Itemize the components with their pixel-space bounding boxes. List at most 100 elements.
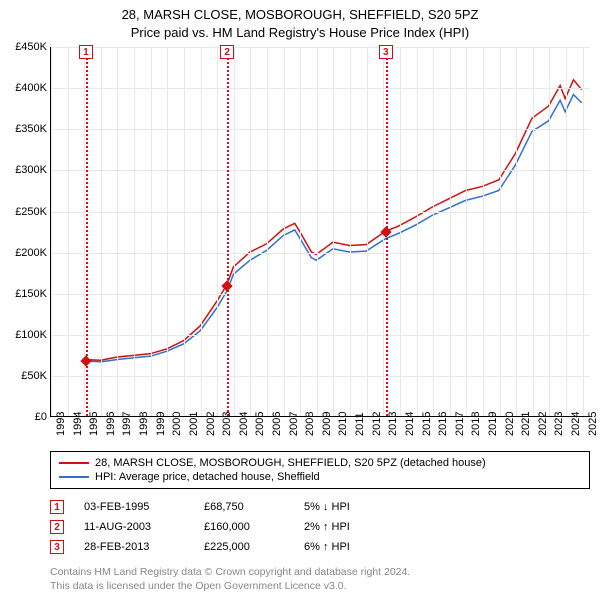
grid-line-h [51, 170, 590, 171]
x-axis-label: 1997 [121, 412, 133, 436]
legend: 28, MARSH CLOSE, MOSBOROUGH, SHEFFIELD, … [50, 451, 590, 489]
grid-line-v [483, 47, 484, 416]
x-axis-label: 1996 [105, 412, 117, 436]
sales-row-2: 2 11-AUG-2003 £160,000 2% ↑ HPI [50, 517, 590, 537]
title-block: 28, MARSH CLOSE, MOSBOROUGH, SHEFFIELD, … [0, 0, 600, 43]
grid-line-v [317, 47, 318, 416]
x-axis-label: 1999 [155, 412, 167, 436]
x-axis-label: 2009 [321, 412, 333, 436]
grid-line-v [533, 47, 534, 416]
grid-line-v [167, 47, 168, 416]
x-axis-label: 2019 [487, 412, 499, 436]
sales-date-1: 03-FEB-1995 [84, 501, 184, 513]
x-axis-label: 2022 [537, 412, 549, 436]
chart-lines-svg [51, 47, 590, 416]
grid-line-v [466, 47, 467, 416]
x-axis-label: 1993 [55, 412, 67, 436]
x-axis-label: 2020 [504, 412, 516, 436]
grid-line-v [51, 47, 52, 416]
sales-hpi-3: 6% ↑ HPI [304, 541, 384, 553]
legend-row-hpi: HPI: Average price, detached house, Shef… [59, 470, 581, 484]
legend-label-hpi: HPI: Average price, detached house, Shef… [95, 471, 320, 483]
x-axis-label: 2004 [238, 412, 250, 436]
grid-line-v [101, 47, 102, 416]
grid-line-h [51, 253, 590, 254]
x-axis-label: 2017 [454, 412, 466, 436]
grid-line-v [350, 47, 351, 416]
grid-line-v [516, 47, 517, 416]
x-axis-label: 2025 [587, 412, 599, 436]
sales-row-3: 3 28-FEB-2013 £225,000 6% ↑ HPI [50, 537, 590, 557]
sales-table: 1 03-FEB-1995 £68,750 5% ↓ HPI 2 11-AUG-… [50, 497, 590, 557]
x-axis-label: 2012 [371, 412, 383, 436]
y-axis-label: £50K [3, 370, 47, 382]
marker-box-3: 3 [379, 45, 393, 59]
grid-line-v [267, 47, 268, 416]
x-axis-label: 2023 [553, 412, 565, 436]
grid-line-v [500, 47, 501, 416]
y-axis-label: £300K [3, 164, 47, 176]
sales-hpi-1: 5% ↓ HPI [304, 501, 384, 513]
grid-line-v [284, 47, 285, 416]
x-axis-label: 2005 [254, 412, 266, 436]
x-axis-label: 2014 [404, 412, 416, 436]
x-axis-label: 2021 [520, 412, 532, 436]
y-axis-label: £0 [3, 411, 47, 423]
x-axis-label: 1994 [72, 412, 84, 436]
x-axis-label: 2016 [437, 412, 449, 436]
x-axis-label: 2011 [354, 412, 366, 436]
sales-marker-2: 2 [50, 520, 64, 534]
x-axis-label: 2002 [205, 412, 217, 436]
grid-line-h [51, 335, 590, 336]
legend-swatch-property [59, 462, 89, 464]
x-axis-label: 2024 [570, 412, 582, 436]
x-axis-label: 1998 [138, 412, 150, 436]
grid-line-v [234, 47, 235, 416]
grid-line-v [201, 47, 202, 416]
y-axis-label: £250K [3, 206, 47, 218]
grid-line-v [184, 47, 185, 416]
sales-hpi-2: 2% ↑ HPI [304, 521, 384, 533]
grid-line-v [417, 47, 418, 416]
grid-line-v [566, 47, 567, 416]
legend-row-property: 28, MARSH CLOSE, MOSBOROUGH, SHEFFIELD, … [59, 456, 581, 470]
marker-box-1: 1 [79, 45, 93, 59]
plot-area: £0£50K£100K£150K£200K£250K£300K£350K£400… [50, 47, 590, 417]
footer-line-1: Contains HM Land Registry data © Crown c… [50, 565, 590, 579]
grid-line-v [300, 47, 301, 416]
grid-line-v [134, 47, 135, 416]
grid-line-h [51, 129, 590, 130]
grid-line-v [549, 47, 550, 416]
grid-line-h [51, 294, 590, 295]
grid-line-h [51, 212, 590, 213]
marker-box-2: 2 [220, 45, 234, 59]
grid-line-v [333, 47, 334, 416]
title-line-1: 28, MARSH CLOSE, MOSBOROUGH, SHEFFIELD, … [0, 6, 600, 24]
y-axis-label: £100K [3, 329, 47, 341]
sales-date-2: 11-AUG-2003 [84, 521, 184, 533]
sales-marker-1: 1 [50, 500, 64, 514]
x-axis-label: 2018 [470, 412, 482, 436]
y-axis-label: £200K [3, 247, 47, 259]
x-axis-label: 2015 [421, 412, 433, 436]
legend-swatch-hpi [59, 476, 89, 478]
x-axis-label: 1995 [88, 412, 100, 436]
grid-line-h [51, 88, 590, 89]
sales-row-1: 1 03-FEB-1995 £68,750 5% ↓ HPI [50, 497, 590, 517]
grid-line-v [367, 47, 368, 416]
grid-line-v [68, 47, 69, 416]
sales-date-3: 28-FEB-2013 [84, 541, 184, 553]
x-axis-label: 2008 [304, 412, 316, 436]
marker-line-2 [227, 47, 229, 416]
grid-line-v [400, 47, 401, 416]
grid-line-v [450, 47, 451, 416]
footer: Contains HM Land Registry data © Crown c… [50, 565, 590, 593]
x-axis-label: 2006 [271, 412, 283, 436]
y-axis-label: £450K [3, 41, 47, 53]
y-axis-label: £350K [3, 123, 47, 135]
footer-line-2: This data is licensed under the Open Gov… [50, 579, 590, 593]
x-axis-label: 2001 [188, 412, 200, 436]
grid-line-v [583, 47, 584, 416]
grid-line-v [217, 47, 218, 416]
x-axis-label: 2013 [387, 412, 399, 436]
